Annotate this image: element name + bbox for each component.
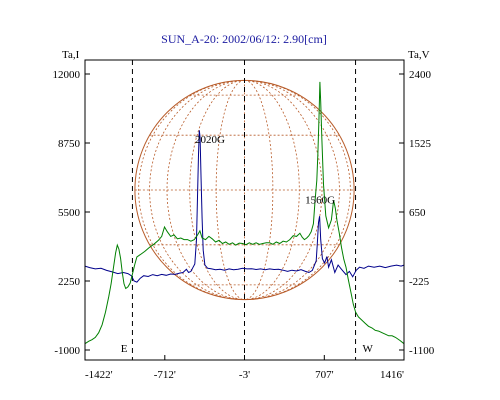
disk-longitude-line: [138, 80, 245, 300]
disk-longitude-line: [244, 80, 274, 300]
left-tick-label: 5500: [58, 207, 81, 219]
disk-longitude-line: [166, 80, 245, 300]
left-axis-label: Ta,I: [62, 49, 80, 61]
annotations: 2020G 1560G: [195, 134, 335, 207]
right-tick-label: 650: [409, 207, 426, 219]
disk-longitude-line: [244, 80, 323, 300]
left-tick-label: 12000: [53, 69, 81, 81]
solar-disk: [134, 79, 355, 301]
intensity-series-line: [84, 130, 405, 283]
x-tick-label: -3': [239, 369, 250, 381]
left-tick-label: -1000: [54, 345, 80, 357]
left-tick-label: 8750: [58, 138, 81, 150]
peak-annotation: 2020G: [195, 134, 225, 146]
disk-longitude-line: [244, 80, 351, 300]
right-tick-label: -1100: [409, 345, 435, 357]
x-tick-label: -1422': [85, 369, 113, 381]
series-lines: [84, 81, 405, 345]
disk-longitude-line: [215, 80, 245, 300]
x-tick-label: 707': [315, 369, 334, 381]
disk-longitude-line: [244, 80, 300, 300]
polarization-series-line: [84, 81, 405, 345]
x-tick-label: -712': [154, 369, 176, 381]
right-tick-label: 2400: [409, 69, 432, 81]
marker-label: W: [363, 343, 374, 355]
left-tick-label: 2250: [58, 276, 81, 288]
x-tick-label: 1416': [380, 369, 404, 381]
disk-longitude-line: [149, 80, 245, 300]
right-axis-label: Ta,V: [408, 49, 430, 61]
axis-ticks: 12000 8750 5500 2250 -1000 2400 1525 650 -225 -11…: [53, 69, 435, 381]
right-tick-label: 1525: [409, 138, 432, 150]
marker-label: E: [121, 343, 128, 355]
peak-annotation: 1560G: [305, 195, 335, 207]
chart-title: SUN_A-20: 2002/06/12: 2.90[cm]: [161, 32, 327, 46]
disk-longitude-line: [189, 80, 245, 300]
right-tick-label: -225: [409, 276, 430, 288]
disk-longitude-line: [244, 80, 340, 300]
